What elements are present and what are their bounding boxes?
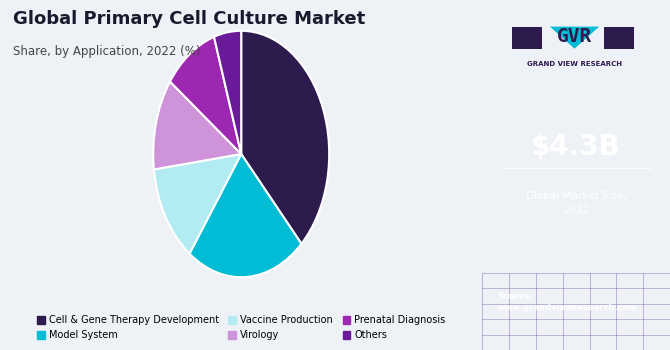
Text: GVR: GVR [557, 27, 592, 46]
Text: Global Market Size,
2022: Global Market Size, 2022 [526, 191, 626, 215]
Wedge shape [154, 154, 241, 254]
Wedge shape [190, 154, 302, 277]
Text: Source:
www.grandviewresearch.com: Source: www.grandviewresearch.com [497, 292, 637, 312]
Text: $4.3B: $4.3B [531, 133, 621, 161]
Text: GRAND VIEW RESEARCH: GRAND VIEW RESEARCH [527, 61, 622, 68]
Legend: Cell & Gene Therapy Development, Model System, Vaccine Production, Virology, Pre: Cell & Gene Therapy Development, Model S… [32, 310, 450, 345]
FancyBboxPatch shape [512, 27, 542, 49]
Text: Share, by Application, 2022 (%): Share, by Application, 2022 (%) [13, 46, 201, 58]
Wedge shape [241, 31, 329, 244]
Wedge shape [170, 37, 241, 154]
FancyBboxPatch shape [604, 27, 634, 49]
Wedge shape [214, 31, 241, 154]
Polygon shape [550, 27, 599, 49]
Wedge shape [153, 82, 241, 169]
Text: Global Primary Cell Culture Market: Global Primary Cell Culture Market [13, 10, 366, 28]
